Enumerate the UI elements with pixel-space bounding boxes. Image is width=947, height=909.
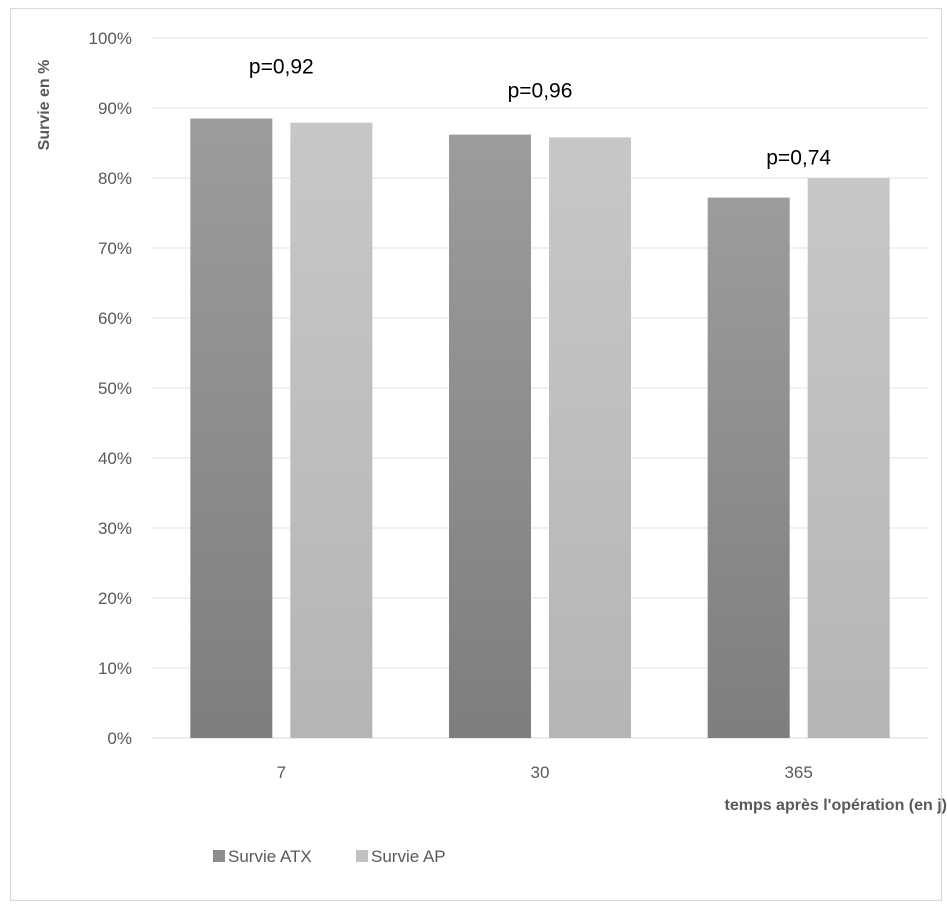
legend-label: Survie ATX <box>228 847 312 866</box>
p-value-annotation: p=0,92 <box>249 56 314 79</box>
x-tick-label: 30 <box>531 763 550 782</box>
gridlines <box>152 37 928 739</box>
legend-label: Survie AP <box>371 847 446 866</box>
x-axis-title: temps après l'opération (en j) <box>724 797 947 814</box>
y-axis-ticks: 0% 10% 20% 30% 40% 50% 60% 70% 80% 90% 100% <box>89 29 132 748</box>
y-tick-label: 90% <box>98 99 132 118</box>
bar-survie-ap-30 <box>549 137 631 738</box>
x-tick-label: 7 <box>277 763 286 782</box>
y-tick-label: 30% <box>98 519 132 538</box>
bar-survie-ap-7 <box>290 122 373 738</box>
x-axis-ticks: 7 30 365 <box>277 763 813 782</box>
bars <box>190 118 890 739</box>
y-axis-title: Survie en % <box>36 60 53 151</box>
bar-survie-ap-365 <box>807 178 890 738</box>
legend-swatch <box>356 850 368 862</box>
bar-survie-atx-7 <box>190 118 273 738</box>
y-tick-label: 100% <box>89 29 132 48</box>
legend-swatch <box>213 850 225 862</box>
x-tick-label: 365 <box>784 763 812 782</box>
y-tick-label: 50% <box>98 379 132 398</box>
y-tick-label: 60% <box>98 309 132 328</box>
bar-survie-atx-30 <box>449 134 531 739</box>
y-tick-label: 10% <box>98 659 132 678</box>
y-tick-label: 20% <box>98 589 132 608</box>
annotations: p=0,92 p=0,96 p=0,74 <box>249 56 831 170</box>
y-tick-label: 80% <box>98 169 132 188</box>
y-tick-label: 0% <box>107 729 132 748</box>
bar-survie-atx-365 <box>707 197 790 739</box>
p-value-annotation: p=0,74 <box>766 147 831 170</box>
chart-frame <box>10 8 942 901</box>
y-tick-label: 40% <box>98 449 132 468</box>
legend: Survie ATX Survie AP <box>213 847 446 866</box>
p-value-annotation: p=0,96 <box>508 80 573 103</box>
y-tick-label: 70% <box>98 239 132 258</box>
